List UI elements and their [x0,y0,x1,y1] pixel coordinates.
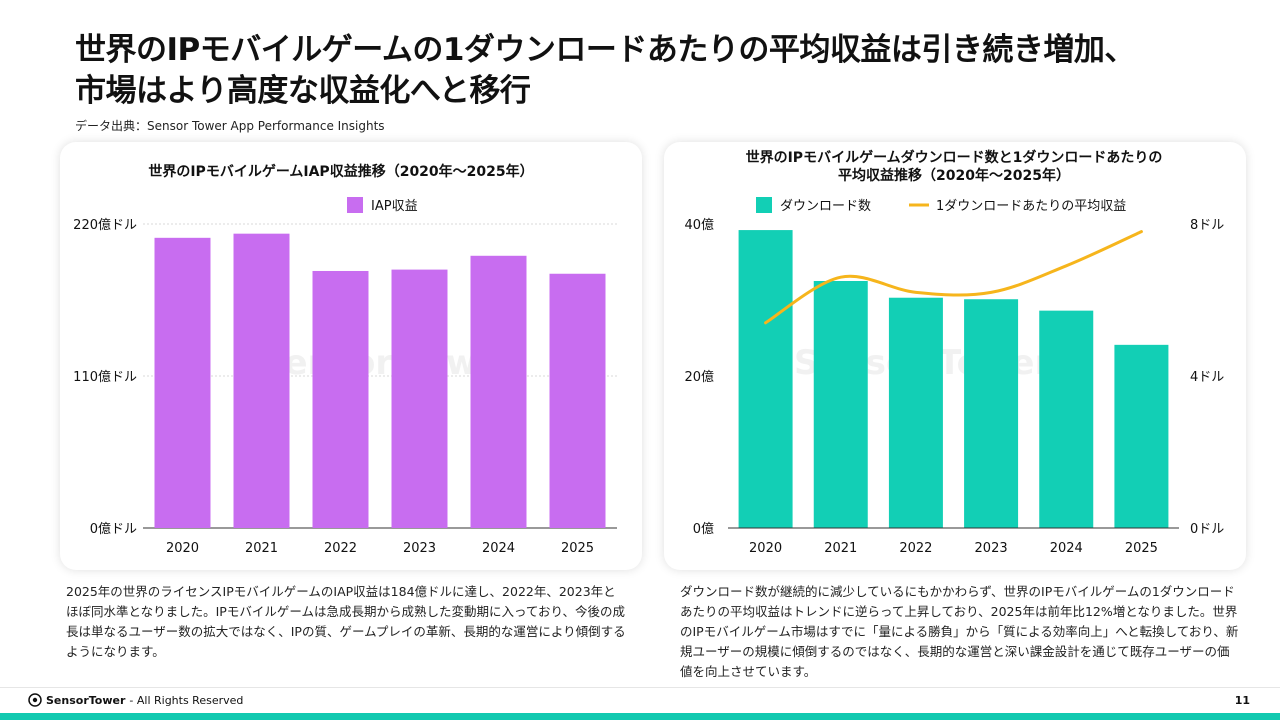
x-tick-label: 2022 [324,541,357,556]
bar-2024 [470,255,527,529]
y-left-tick-label: 40億 [684,217,714,233]
page-number: 11 [1234,694,1250,707]
y-right-tick-label: 8ドル [1190,218,1224,233]
legend-label-arpd: 1ダウンロードあたりの平均収益 [936,199,1126,214]
x-tick-label: 2025 [561,541,594,556]
page-title: 世界のIPモバイルゲームの1ダウンロードあたりの平均収益は引き続き増加、 市場は… [75,30,1235,112]
page-title-line2: 市場はより高度な収益化へと移行 [75,73,531,109]
x-tick-label: 2023 [975,541,1008,556]
y-left-tick-label: 0億 [693,521,714,537]
bar-2022 [312,270,369,528]
y-right-tick-label: 0ドル [1190,522,1224,537]
x-tick-label: 2021 [245,541,278,556]
x-tick-label: 2020 [166,541,199,556]
sensor-tower-logo-icon [28,693,42,707]
downloads-arpd-chart: Sensor Tower 世界のIPモバイルゲームダウンロード数と1ダウンロード… [684,149,1224,556]
legend-label-iap: IAP収益 [371,199,418,214]
x-tick-label: 2020 [749,541,782,556]
x-tick-label: 2025 [1125,541,1158,556]
bar-2025 [549,273,606,528]
iap-revenue-chart: Sensor Tower 世界のIPモバイルゲームIAP収益推移（2020年〜2… [73,163,617,556]
x-tick-label: 2024 [1050,541,1083,556]
data-source: データ出典：Sensor Tower App Performance Insig… [75,119,385,133]
legend-swatch-downloads [756,197,772,213]
footer-rights: - All Rights Reserved [129,693,244,707]
arpd-line [764,230,1143,325]
x-tick-label: 2022 [899,541,932,556]
bar-downloads-2021 [813,281,868,528]
bottom-accent-bar [0,713,1280,720]
iap-chart-title: 世界のIPモバイルゲームIAP収益推移（2020年〜2025年） [148,163,533,180]
y-left-tick-label: 20億 [684,369,714,385]
x-tick-label: 2021 [824,541,857,556]
y-right-tick-label: 4ドル [1190,370,1224,385]
bar-2021 [233,233,290,528]
bar-2023 [391,269,448,528]
downloads-chart-title-line1: 世界のIPモバイルゲームダウンロード数と1ダウンロードあたりの [746,149,1163,166]
caption-left: 2025年の世界のライセンスIPモバイルゲームのIAP収益は184億ドルに達し、… [66,584,626,659]
bar-downloads-2025 [1114,344,1169,528]
caption-right: ダウンロード数が継続的に減少しているにもかかわらず、世界のIPモバイルゲームの1… [680,584,1239,679]
iap-revenue-chart-card: Sensor Tower 世界のIPモバイルゲームIAP収益推移（2020年〜2… [60,142,642,570]
bar-downloads-2023 [964,299,1019,528]
y-tick-label: 110億ドル [73,369,137,385]
bar-downloads-2022 [888,297,943,528]
page-title-line1: 世界のIPモバイルゲームの1ダウンロードあたりの平均収益は引き続き増加、 [75,32,1135,68]
bar-2020 [154,237,211,528]
footer-logo: SensorTower - All Rights Reserved [28,693,243,707]
downloads-chart-title-line2: 平均収益推移（2020年〜2025年） [838,167,1070,184]
footer-divider [0,687,1280,688]
x-tick-label: 2024 [482,541,515,556]
bar-downloads-2024 [1039,310,1094,528]
legend-label-downloads: ダウンロード数 [780,199,871,214]
bar-downloads-2020 [738,230,793,528]
y-tick-label: 220億ドル [73,217,137,233]
y-tick-label: 0億ドル [90,521,137,537]
footer-brand: SensorTower [46,693,126,707]
legend-swatch-iap [347,197,363,213]
downloads-arpd-chart-card: Sensor Tower 世界のIPモバイルゲームダウンロード数と1ダウンロード… [664,142,1246,570]
x-tick-label: 2023 [403,541,436,556]
